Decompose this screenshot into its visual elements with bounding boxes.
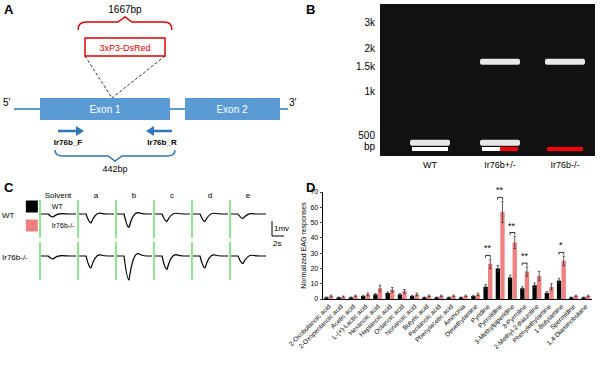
svg-text:B: B	[306, 2, 315, 17]
svg-text:5′: 5′	[3, 97, 11, 108]
svg-text:Acetic acid: Acetic acid	[329, 302, 356, 329]
svg-text:10: 10	[310, 280, 318, 287]
svg-text:500: 500	[358, 130, 375, 141]
svg-text:2k: 2k	[364, 43, 376, 54]
svg-text:A: A	[4, 2, 14, 17]
svg-text:Exon 1: Exon 1	[89, 104, 121, 115]
svg-text:1,4-Diaminobutane: 1,4-Diaminobutane	[545, 302, 589, 346]
svg-text:Ir76b-/-: Ir76b-/-	[2, 253, 28, 262]
svg-text:Exon 2: Exon 2	[216, 104, 248, 115]
svg-text:C: C	[4, 180, 14, 195]
svg-text:WT: WT	[2, 211, 15, 220]
svg-text:Heptanoic acid: Heptanoic acid	[358, 302, 394, 338]
svg-text:**: **	[484, 243, 492, 253]
svg-text:L-(+)-Lactic acid: L-(+)-Lactic acid	[330, 302, 369, 341]
svg-text:3′: 3′	[289, 97, 297, 108]
svg-text:Ir76b_R: Ir76b_R	[147, 138, 177, 147]
svg-text:2-Oxopentanoic acid: 2-Oxopentanoic acid	[297, 302, 345, 350]
svg-text:*: *	[559, 240, 563, 250]
svg-text:40: 40	[310, 234, 318, 241]
svg-text:Octanoic acid: Octanoic acid	[372, 302, 405, 335]
svg-text:d: d	[208, 191, 212, 200]
svg-text:Ir76b_F: Ir76b_F	[54, 138, 83, 147]
svg-text:Ir76b-/-: Ir76b-/-	[52, 222, 75, 229]
svg-text:2s: 2s	[273, 239, 281, 248]
svg-text:WT: WT	[52, 203, 64, 210]
svg-text:WT: WT	[423, 160, 437, 170]
svg-text:30: 30	[310, 250, 318, 257]
svg-text:Butyric acid: Butyric acid	[401, 302, 431, 332]
svg-text:3k: 3k	[364, 17, 376, 28]
svg-text:e: e	[246, 191, 251, 200]
svg-text:Pyrrolidine: Pyrrolidine	[477, 302, 505, 330]
svg-text:1-Butylamine: 1-Butylamine	[533, 302, 566, 335]
svg-text:a: a	[94, 191, 99, 200]
svg-text:1667bp: 1667bp	[108, 4, 142, 15]
svg-text:60: 60	[310, 204, 318, 211]
svg-text:b: b	[132, 191, 137, 200]
svg-text:442bp: 442bp	[102, 164, 127, 174]
svg-text:3-Pyrroline: 3-Pyrroline	[500, 302, 528, 330]
svg-text:3xP3-DsRed: 3xP3-DsRed	[99, 43, 150, 53]
svg-text:50: 50	[310, 219, 318, 226]
svg-text:Phenylacetic acid: Phenylacetic acid	[413, 302, 455, 344]
svg-text:**: **	[496, 185, 504, 195]
svg-text:Ir76b-/-: Ir76b-/-	[550, 160, 579, 170]
svg-text:3-Methylpiperidine: 3-Methylpiperidine	[473, 302, 516, 345]
svg-text:Nonanoic acid: Nonanoic acid	[383, 302, 417, 336]
svg-text:Ammonia: Ammonia	[442, 302, 467, 327]
svg-text:1.5k: 1.5k	[356, 61, 376, 72]
svg-text:**: **	[508, 221, 516, 231]
svg-text:Normalized EAG responses: Normalized EAG responses	[300, 202, 308, 289]
svg-text:70: 70	[310, 188, 318, 195]
svg-text:Ir76b+/-: Ir76b+/-	[484, 160, 515, 170]
svg-text:1k: 1k	[364, 86, 376, 97]
svg-text:Pentanoic acid: Pentanoic acid	[407, 302, 442, 337]
svg-text:20: 20	[310, 265, 318, 272]
svg-text:2-Methyl-2-thiazoline: 2-Methyl-2-thiazoline	[492, 302, 541, 351]
svg-text:bp: bp	[364, 141, 376, 152]
svg-text:0: 0	[314, 295, 318, 302]
svg-text:Hexanoic acid: Hexanoic acid	[347, 302, 381, 336]
svg-text:1mv: 1mv	[274, 224, 289, 233]
svg-text:Dimethylamine: Dimethylamine	[443, 302, 479, 338]
svg-text:Pyridine: Pyridine	[469, 302, 492, 325]
svg-text:Solvent: Solvent	[45, 191, 72, 200]
svg-text:**: **	[521, 251, 529, 261]
svg-text:D: D	[306, 180, 315, 195]
svg-text:Phenylethylamine: Phenylethylamine	[511, 302, 553, 344]
svg-text:Spermidine: Spermidine	[548, 302, 577, 331]
svg-text:c: c	[170, 191, 174, 200]
svg-text:2-Oxobutanoic acid: 2-Oxobutanoic acid	[287, 302, 332, 347]
